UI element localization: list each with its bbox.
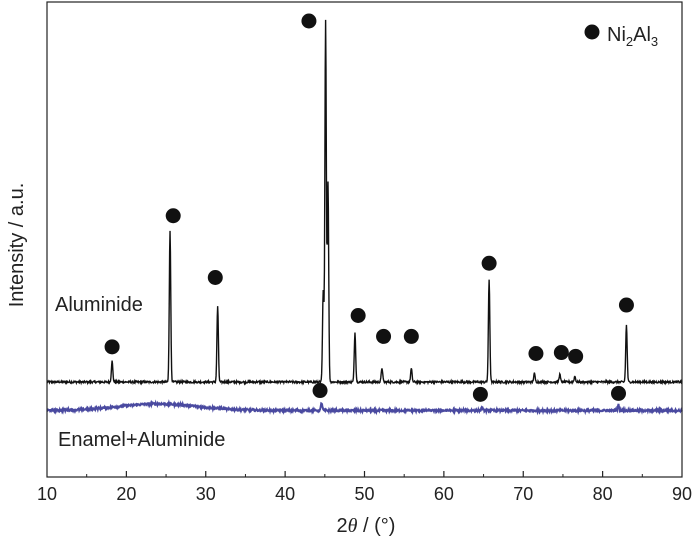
x-axis-ticks: 10 20 30 40 50 60 70 80 90 xyxy=(37,471,692,504)
ni2al3-peak-marker xyxy=(472,386,488,402)
series-line-enamel-aluminide xyxy=(46,399,683,416)
ni2al3-peak-marker xyxy=(104,339,120,355)
ni2al3-peak-marker xyxy=(165,208,181,224)
y-axis-label: Intensity / a.u. xyxy=(6,183,28,308)
x-tick-label: 90 xyxy=(672,484,692,504)
x-tick-label: 70 xyxy=(513,484,533,504)
x-tick-label: 20 xyxy=(116,484,136,504)
ni2al3-peak-marker xyxy=(301,13,317,29)
series-label-enamel-aluminide: Enamel+Aluminide xyxy=(58,429,225,451)
ni2al3-peak-marker xyxy=(350,308,366,323)
ni2al3-peak-marker xyxy=(568,348,584,364)
ni2al3-peak-marker xyxy=(611,385,626,401)
plot-lines xyxy=(46,19,683,416)
ni2al3-peak-marker xyxy=(376,328,392,344)
series-line-aluminide xyxy=(46,19,683,386)
ni2al3-peak-marker xyxy=(481,255,497,271)
series-label-aluminide: Aluminide xyxy=(55,294,143,316)
x-tick-label: 40 xyxy=(275,484,295,504)
legend-marker-icon xyxy=(584,24,600,40)
x-axis-label: 2θ / (°) xyxy=(337,515,396,537)
ni2al3-peak-marker xyxy=(207,270,223,285)
x-tick-label: 60 xyxy=(434,484,454,504)
x-tick-label: 50 xyxy=(354,484,374,504)
ni2al3-peak-marker xyxy=(553,345,569,361)
x-tick-label: 80 xyxy=(593,484,613,504)
legend: Ni2Al3 xyxy=(584,24,658,49)
ni2al3-peak-marker xyxy=(312,383,328,399)
x-tick-label: 30 xyxy=(196,484,216,504)
ni2al3-peak-marker xyxy=(403,328,419,344)
x-tick-label: 10 xyxy=(37,484,57,504)
ni2al3-peak-marker xyxy=(618,297,634,313)
ni2al3-peak-marker xyxy=(528,346,544,361)
phase-markers xyxy=(104,13,634,402)
plot-frame xyxy=(46,1,683,478)
legend-label: Ni2Al3 xyxy=(607,24,658,49)
